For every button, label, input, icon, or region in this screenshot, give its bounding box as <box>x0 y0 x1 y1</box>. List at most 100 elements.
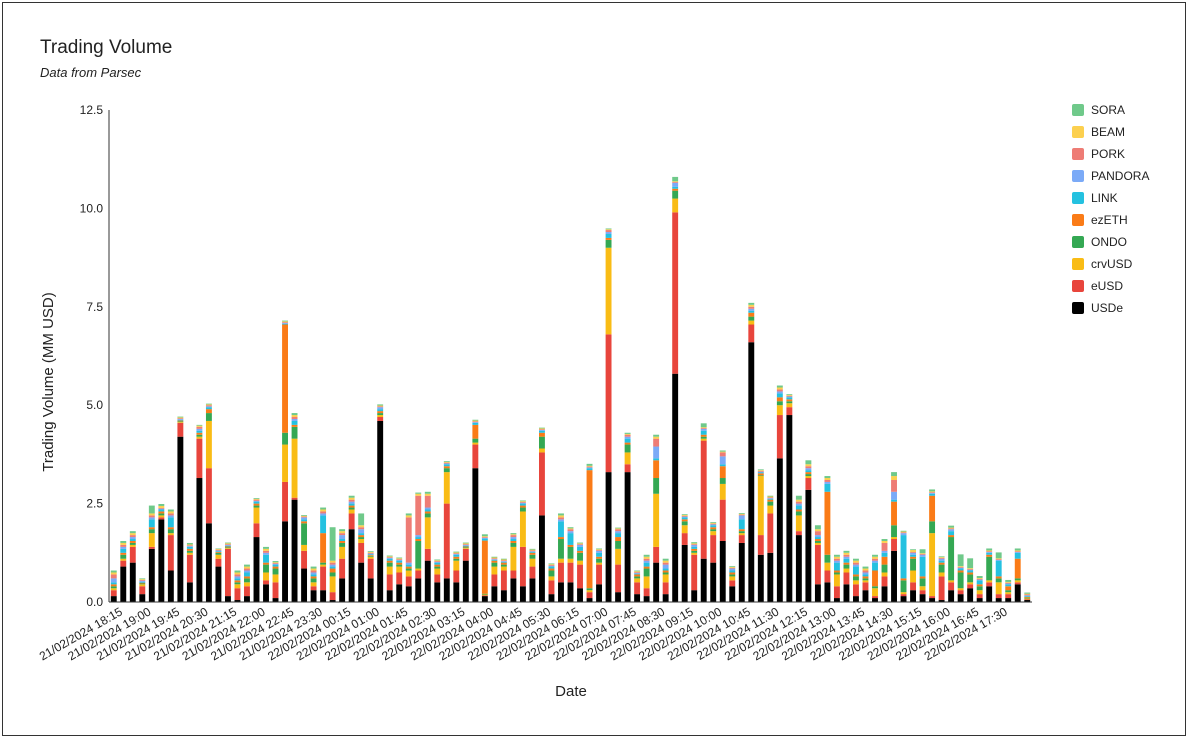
bar-segment-crvusd <box>710 531 717 536</box>
bar-segment-pandora <box>196 428 203 431</box>
legend-item-ezeth: ezETH <box>1072 213 1128 227</box>
bar-stack <box>767 495 774 602</box>
bar-segment-ezeth <box>757 473 764 476</box>
bar-segment-ezeth <box>577 550 583 553</box>
bar-segment-link <box>177 419 184 421</box>
bar-stack <box>491 556 498 602</box>
bar-segment-pandora <box>177 418 184 420</box>
bar-segment-pandora <box>967 569 974 571</box>
bar-segment-pork <box>424 495 431 508</box>
bar-segment-pork <box>491 558 498 560</box>
bar-segment-ondo <box>253 505 260 508</box>
legend-item-crvusd: crvUSD <box>1072 257 1133 271</box>
bar-segment-pandora <box>805 468 812 471</box>
bar-segment-ondo <box>539 436 545 449</box>
bar-segment-link <box>795 505 802 510</box>
bar-segment-ezeth <box>329 568 336 573</box>
bar-segment-ezeth <box>853 574 859 577</box>
bar-segment-ondo <box>1024 597 1031 599</box>
bar-stack <box>500 558 507 602</box>
bar-segment-link <box>481 538 488 541</box>
bar-segment-eusd <box>539 452 545 516</box>
bar-segment-ezeth <box>672 188 679 191</box>
bar-segment-usde <box>681 544 688 602</box>
bar-segment-ondo <box>615 540 622 549</box>
bar-segment-usde <box>919 594 926 602</box>
bar-segment-ondo <box>738 531 745 534</box>
bar-segment-link <box>358 533 365 536</box>
bar-segment-ezeth <box>186 548 193 551</box>
bar-segment-crvusd <box>196 436 203 439</box>
bar-segment-beam <box>196 425 203 427</box>
bar-segment-pandora <box>139 580 146 582</box>
bar-segment-ondo <box>491 562 498 567</box>
bar-segment-beam <box>719 451 726 453</box>
bar-segment-ezeth <box>148 527 155 530</box>
bar-segment-link <box>253 501 260 504</box>
bar-segment-sora <box>301 515 308 516</box>
bar-segment-eusd <box>833 586 840 599</box>
bar-segment-link <box>1014 552 1021 559</box>
bar-segment-pork <box>348 499 355 502</box>
bar-segment-ondo <box>843 564 850 569</box>
bar-segment-eusd <box>1005 594 1012 599</box>
bar-segment-sora <box>986 548 993 551</box>
bar-segment-pandora <box>567 531 574 534</box>
bar-segment-pandora <box>672 182 679 187</box>
bar-segment-sora <box>167 509 174 512</box>
bar-segment-beam <box>805 464 812 467</box>
bar-segment-link <box>548 566 555 569</box>
bar-segment-beam <box>872 556 878 559</box>
bar-segment-ondo <box>748 316 755 321</box>
bar-segment-eusd <box>853 584 859 597</box>
legend-swatch <box>1072 236 1084 248</box>
bar-segment-pandora <box>215 550 222 552</box>
bar-stack <box>567 527 574 602</box>
bar-segment-beam <box>205 404 212 406</box>
bar-segment-ezeth <box>481 540 488 594</box>
bar-segment-pandora <box>1024 595 1031 597</box>
legend-label: SORA <box>1091 103 1125 117</box>
bar-segment-ondo <box>310 578 317 583</box>
bar-segment-pork <box>167 513 174 516</box>
bar-segment-pork <box>272 563 279 564</box>
bar-stack <box>776 385 783 602</box>
bar-segment-link <box>786 397 793 400</box>
bar-segment-eusd <box>481 595 488 597</box>
legend-swatch <box>1072 192 1084 204</box>
bar-segment-sora <box>634 570 641 572</box>
bar-segment-link <box>329 566 336 569</box>
bar-segment-ondo <box>405 568 412 571</box>
bar-segment-usde <box>434 582 441 602</box>
bar-segment-eusd <box>167 535 174 571</box>
bar-segment-sora <box>110 570 117 573</box>
bar-segment-pork <box>396 559 403 560</box>
bar-segment-eusd <box>662 582 669 595</box>
bar-segment-link <box>424 509 431 512</box>
bar-segment-beam <box>215 548 222 550</box>
bar-segment-beam <box>244 566 250 569</box>
bar-stack <box>205 403 212 602</box>
bar-segment-pandora <box>786 396 793 398</box>
bar-segment-ondo <box>177 421 184 423</box>
bar-segment-beam <box>691 543 698 545</box>
bar-segment-crvusd <box>167 533 174 536</box>
bar-segment-sora <box>776 385 783 388</box>
bar-segment-beam <box>624 433 631 435</box>
bar-segment-ondo <box>967 574 974 583</box>
bar-segment-ondo <box>719 478 726 484</box>
bar-segment-ondo <box>263 564 269 573</box>
bar-segment-eusd <box>862 582 869 591</box>
bar-segment-crvusd <box>539 448 545 453</box>
bar-segment-link <box>577 546 583 551</box>
bar-segment-beam <box>491 557 498 559</box>
bar-segment-crvusd <box>481 594 488 596</box>
bar-segment-pork <box>767 497 774 499</box>
bar-segment-pandora <box>224 544 231 546</box>
bar-segment-ondo <box>500 564 507 567</box>
bar-segment-pork <box>643 558 650 561</box>
bar-segment-pork <box>757 470 764 472</box>
bar-segment-usde <box>710 562 717 602</box>
bar-segment-pork <box>310 570 317 573</box>
bar-segment-link <box>596 552 602 557</box>
